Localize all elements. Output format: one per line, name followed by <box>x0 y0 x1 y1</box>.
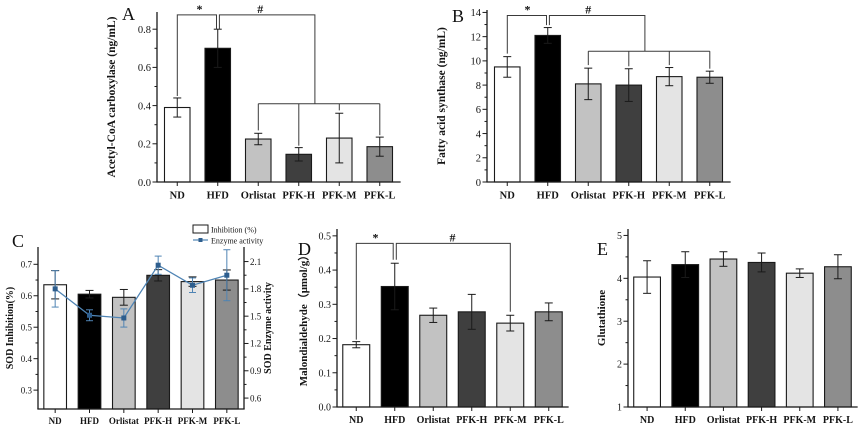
svg-text:SOD Enzyme activity: SOD Enzyme activity <box>263 282 274 374</box>
svg-text:HFD: HFD <box>80 416 99 426</box>
panel-label-c: C <box>12 231 25 251</box>
svg-text:0.4: 0.4 <box>21 354 33 364</box>
panel-sod: C 0.3 0.4 0.5 0.6 0.7 ND HFD Orlistat PFK-H PFK-M… <box>0 215 292 426</box>
svg-text:PFK-L: PFK-L <box>213 416 240 426</box>
svg-text:HFD: HFD <box>675 415 696 426</box>
svg-text:HFD: HFD <box>537 191 560 202</box>
acetyl-coa-carboxylase-bar-chart: * #0.0 0.2 0.4 0.6 0.8 ND HFD Orlistat PFK-H PFK-M… <box>106 2 401 202</box>
svg-text:*: * <box>525 2 531 16</box>
svg-text:Orlistat: Orlistat <box>241 191 276 202</box>
svg-text:4: 4 <box>476 129 482 140</box>
svg-text:#: # <box>585 2 591 16</box>
svg-text:PFK-M: PFK-M <box>178 416 208 426</box>
svg-text:Inhibition (%): Inhibition (%) <box>211 226 257 235</box>
svg-text:2: 2 <box>617 360 622 371</box>
svg-text:8: 8 <box>476 81 481 92</box>
svg-text:#: # <box>257 2 263 16</box>
sod-inhibition-enzyme-activity-chart: 0.3 0.4 0.5 0.6 0.7 ND HFD Orlistat PFK-H PFK-M PF… <box>5 224 274 426</box>
svg-text:3: 3 <box>617 317 622 328</box>
svg-text:PFK-M: PFK-M <box>783 415 816 426</box>
svg-text:0.0: 0.0 <box>138 178 151 189</box>
svg-text:Orlistat: Orlistat <box>571 191 606 202</box>
svg-text:0.6: 0.6 <box>138 63 151 74</box>
svg-text:PFK-M: PFK-M <box>652 191 686 202</box>
panel-malondialdehyde: D * #0.0 0.1 0.2 0.3 0.4 0.5 ND HFD Orlistat PFK-H… <box>290 215 580 426</box>
svg-text:PFK-L: PFK-L <box>823 415 853 426</box>
svg-text:0.2: 0.2 <box>138 140 151 151</box>
svg-text:0.3: 0.3 <box>319 300 332 311</box>
svg-text:0.6: 0.6 <box>21 291 33 301</box>
svg-text:0: 0 <box>476 178 481 189</box>
svg-text:ND: ND <box>640 415 654 426</box>
svg-text:Orlistat: Orlistat <box>707 415 741 426</box>
svg-text:PFK-H: PFK-H <box>144 416 172 426</box>
svg-text:0.4: 0.4 <box>138 101 152 112</box>
svg-text:4: 4 <box>617 274 622 285</box>
svg-text:*: * <box>197 2 203 16</box>
svg-text:PFK-H: PFK-H <box>746 415 777 426</box>
panel-glutathione: E 1 2 3 4 5 ND HFD Orlistat PFK-H PFK-M PFK-L Gluta… <box>585 215 865 426</box>
svg-text:PFK-H: PFK-H <box>456 415 487 426</box>
svg-text:0.1: 0.1 <box>319 368 332 379</box>
svg-text:PFK-H: PFK-H <box>612 191 645 202</box>
svg-text:2.1: 2.1 <box>250 257 261 267</box>
svg-text:Fatty acid synthase (ng/mL): Fatty acid synthase (ng/mL) <box>436 27 448 165</box>
svg-text:0.6: 0.6 <box>250 393 262 403</box>
svg-text:0.4: 0.4 <box>319 266 332 277</box>
svg-text:12: 12 <box>471 32 482 43</box>
svg-text:5: 5 <box>617 231 622 242</box>
svg-text:Orlistat: Orlistat <box>417 415 451 426</box>
svg-text:PFK-M: PFK-M <box>322 191 356 202</box>
svg-text:ND: ND <box>349 415 363 426</box>
svg-text:0.8: 0.8 <box>138 25 151 36</box>
panel-fatty-acid-synthase: B * #0 2 4 6 8 10 12 14 ND HFD Orlistat PFK-H PFK-M PF… <box>430 0 750 211</box>
svg-text:ND: ND <box>49 416 62 426</box>
svg-text:1.8: 1.8 <box>250 284 262 294</box>
svg-text:1.2: 1.2 <box>250 339 261 349</box>
fatty-acid-synthase-bar-chart: * #0 2 4 6 8 10 12 14 ND HFD Orlistat PFK-H PFK-M PFK-… <box>436 2 731 202</box>
panel-label-b: B <box>452 6 465 26</box>
svg-text:PFK-L: PFK-L <box>534 415 564 426</box>
svg-text:1: 1 <box>617 403 622 414</box>
svg-text:*: * <box>373 230 379 244</box>
svg-text:0.5: 0.5 <box>319 231 332 242</box>
svg-text:PFK-L: PFK-L <box>694 191 726 202</box>
svg-text:Malondialdehyde（μmol/g）: Malondialdehyde（μmol/g） <box>297 250 310 386</box>
svg-text:Glutathione: Glutathione <box>596 290 608 346</box>
malondialdehyde-bar-chart: * #0.0 0.1 0.2 0.3 0.4 0.5 ND HFD Orlistat PFK-H PF… <box>297 229 569 426</box>
panel-label-e: E <box>597 239 608 259</box>
svg-text:PFK-L: PFK-L <box>364 191 396 202</box>
svg-text:6: 6 <box>476 105 481 116</box>
svg-text:0.5: 0.5 <box>21 322 33 332</box>
svg-text:0.7: 0.7 <box>21 260 33 270</box>
panel-label-a: A <box>122 4 135 24</box>
svg-text:ND: ND <box>500 191 516 202</box>
svg-text:10: 10 <box>471 57 482 68</box>
svg-text:0.9: 0.9 <box>250 366 262 376</box>
svg-text:PFK-M: PFK-M <box>494 415 527 426</box>
svg-text:SOD Inhibition(%): SOD Inhibition(%) <box>5 287 16 370</box>
svg-text:0.0: 0.0 <box>319 403 332 414</box>
svg-text:HFD: HFD <box>384 415 405 426</box>
svg-text:14: 14 <box>471 8 482 19</box>
panel-acetyl-coa-carboxylase: A * #0.0 0.2 0.4 0.6 0.8 ND HFD Orlistat PFK-H PFK… <box>100 0 420 211</box>
glutathione-bar-chart: 1 2 3 4 5 ND HFD Orlistat PFK-H PFK-M PFK-L Glutath… <box>596 229 858 426</box>
svg-text:Acetyl-CoA carboxylase (ng/mL): Acetyl-CoA carboxylase (ng/mL) <box>106 16 118 177</box>
svg-text:0.3: 0.3 <box>21 385 33 395</box>
svg-text:#: # <box>450 230 456 244</box>
svg-text:0.2: 0.2 <box>319 334 332 345</box>
svg-text:1.5: 1.5 <box>250 311 262 321</box>
svg-text:2: 2 <box>476 154 481 165</box>
svg-text:PFK-H: PFK-H <box>282 191 315 202</box>
svg-text:ND: ND <box>170 191 186 202</box>
svg-text:Enzyme activity: Enzyme activity <box>211 237 263 246</box>
svg-text:Orlistat: Orlistat <box>109 416 139 426</box>
svg-text:HFD: HFD <box>207 191 230 202</box>
panel-label-d: D <box>298 239 311 259</box>
